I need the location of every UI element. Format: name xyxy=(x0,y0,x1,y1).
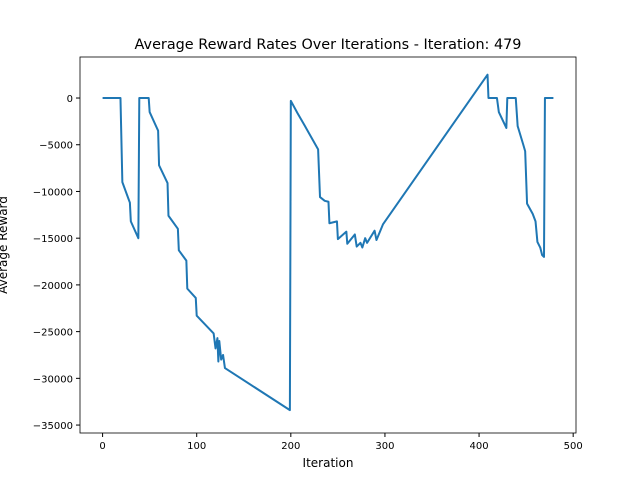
line-series xyxy=(102,73,554,412)
x-tick-label: 400 xyxy=(470,441,489,452)
x-tick-label: 0 xyxy=(99,441,105,452)
x-axis-label: Iteration xyxy=(303,456,354,470)
y-tick-label: −15000 xyxy=(33,234,73,245)
y-tick-label: −10000 xyxy=(33,187,73,198)
x-tick-label: 300 xyxy=(375,441,394,452)
y-tick-label: −30000 xyxy=(33,374,73,385)
y-tick-label: 0 xyxy=(67,94,73,105)
plot-frame xyxy=(79,56,577,434)
y-tick-label: −5000 xyxy=(39,141,73,152)
y-tick-label: −20000 xyxy=(33,281,73,292)
chart-title: Average Reward Rates Over Iterations - I… xyxy=(135,37,522,53)
y-axis-label: Average Reward xyxy=(0,196,10,294)
x-tick-label: 500 xyxy=(564,441,583,452)
x-tick-label: 100 xyxy=(187,441,206,452)
y-tick-label: −35000 xyxy=(33,421,73,432)
x-tick-label: 200 xyxy=(281,441,300,452)
y-tick-label: −25000 xyxy=(33,328,73,339)
